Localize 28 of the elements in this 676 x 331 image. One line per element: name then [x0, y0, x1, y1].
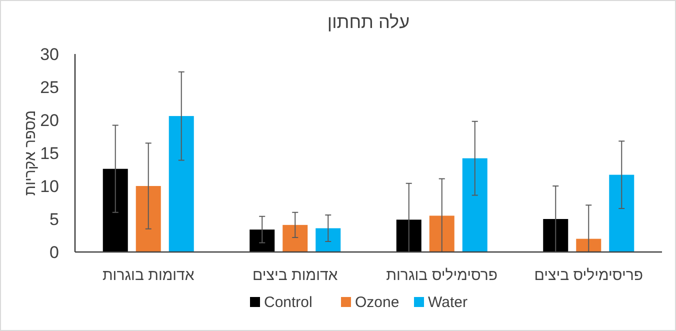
x-tick-label: אדומות ביצים — [252, 267, 338, 284]
y-tick-label: 20 — [40, 111, 59, 130]
bar — [576, 238, 602, 252]
y-tick-label: 10 — [40, 177, 59, 196]
bar — [429, 216, 454, 252]
bar — [282, 224, 308, 252]
bar — [102, 168, 128, 252]
y-tick-label: 0 — [50, 243, 59, 262]
bar — [136, 186, 161, 252]
bar — [609, 174, 634, 252]
x-tick-label: אדומות בוגרות — [102, 267, 195, 284]
y-tick-label: 25 — [40, 78, 59, 97]
bar — [316, 228, 341, 252]
y-axis-title: מספר אקריות — [22, 110, 39, 196]
legend-label: Water — [428, 294, 468, 311]
bar — [396, 220, 422, 252]
x-tick-label: פריסימיליס ביצים — [534, 267, 643, 284]
bar — [250, 230, 275, 252]
x-tick-label: פרסימיליס בוגרות — [386, 267, 498, 284]
bar — [462, 158, 488, 252]
y-tick-label: 5 — [50, 210, 59, 229]
y-tick-label: 30 — [40, 45, 59, 64]
bar — [543, 219, 568, 252]
legend-label: Ozone — [355, 294, 400, 311]
bar — [168, 116, 194, 252]
y-tick-label: 15 — [40, 144, 59, 163]
legend-label: Control — [264, 294, 312, 311]
chart-title: עלה תחתון — [327, 12, 410, 32]
